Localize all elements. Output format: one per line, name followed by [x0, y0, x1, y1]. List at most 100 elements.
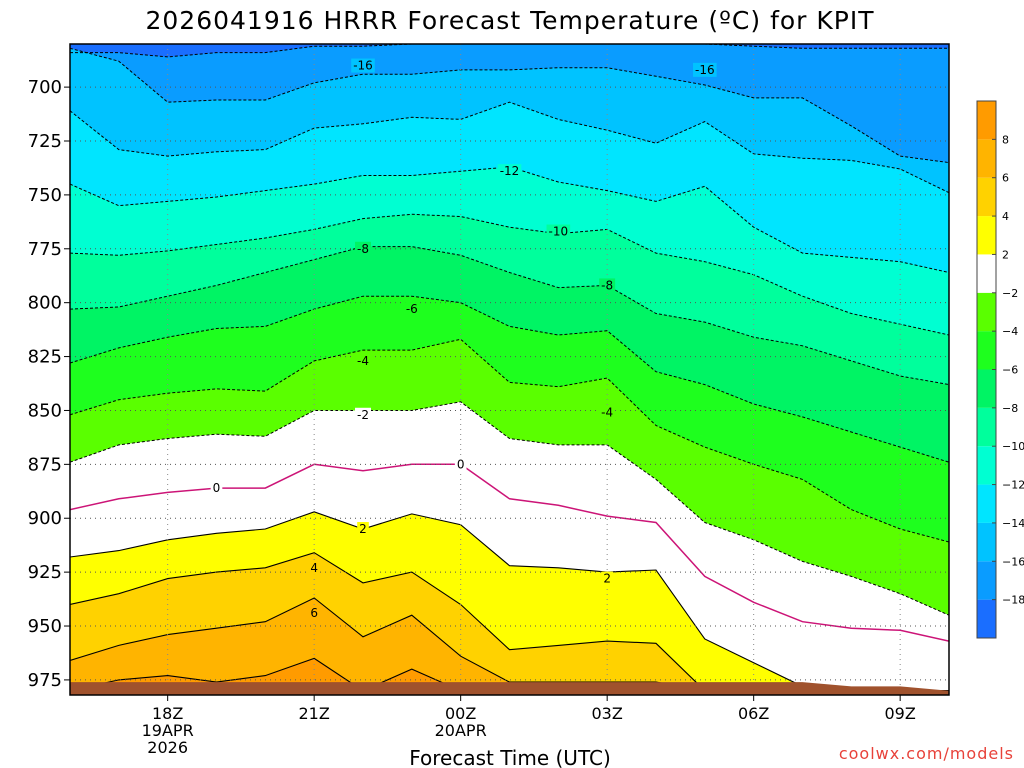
y-tick-label: 800 [28, 293, 62, 314]
contour-label-bg [355, 407, 371, 422]
colorbar-label: −8 [1002, 402, 1018, 415]
colorbar-label: −6 [1002, 364, 1018, 377]
temperature-fill-bands [70, 44, 949, 695]
colorbar-label: −12 [1002, 479, 1024, 492]
colorbar-swatch [977, 369, 996, 408]
contour-label-bg [403, 302, 420, 317]
y-tick-label: 900 [28, 508, 62, 529]
contour-label-m16: -16 [695, 63, 715, 77]
contour-label-m10: -10 [549, 225, 569, 239]
isotherm-m14 [70, 101, 949, 194]
contour-label-bg [693, 62, 717, 77]
colorbar-label: −18 [1002, 594, 1024, 607]
colorbar-label: 8 [1002, 133, 1009, 146]
colorbar-swatch [977, 407, 996, 447]
contour-label-bg [454, 457, 467, 472]
contour-label-0: 0 [457, 457, 465, 471]
colorbar-swatch [977, 216, 996, 255]
contour-label-bg [497, 164, 522, 179]
contour-label-bg [357, 522, 369, 537]
colorbar-swatch [977, 331, 996, 370]
y-axis: 700 725 750 775 800 825 850 875 900 925 950 975 [28, 77, 70, 691]
isotherm-m6 [70, 295, 949, 463]
contour-label-m4: -4 [357, 354, 369, 368]
colorbar-swatch [977, 599, 996, 638]
isotherm-m4 [70, 338, 949, 543]
y-tick-label: 725 [28, 131, 62, 152]
y-tick-label: 750 [28, 185, 62, 206]
y-tick-label: 825 [28, 347, 62, 368]
isotherm-m2 [70, 401, 949, 616]
colorbar-label: −4 [1002, 325, 1018, 338]
credit-text[interactable]: coolwx.com/models [839, 744, 1014, 763]
contour-label-bg [308, 606, 320, 621]
plot-area: -16 -16 -12 -10 -8 -8 -6 -4 -4 -2 0 0 2 2 4 6 [70, 44, 949, 695]
colorbar-label: −10 [1002, 440, 1024, 453]
contour-label-m12: -12 [500, 164, 520, 178]
contour-label-bg [546, 224, 571, 239]
contour-label-bg [599, 278, 616, 293]
contour-label-m8: -8 [357, 242, 369, 256]
contour-labels: -16 -16 -12 -10 -8 -8 -6 -4 -4 -2 0 0 2 2 4 6 [210, 58, 717, 621]
contour-label-m16: -16 [353, 59, 373, 73]
contour-label-m6: -6 [406, 302, 418, 316]
y-tick-label: 950 [28, 616, 62, 637]
x-tick-label: 00Z [445, 704, 476, 723]
contour-label-2: 2 [603, 572, 611, 586]
y-tick-label: 925 [28, 562, 62, 583]
y-tick-label: 700 [28, 77, 62, 98]
y-tick-label: 975 [28, 670, 62, 691]
colorbar-label: 2 [1002, 248, 1009, 261]
contour-label-6: 6 [310, 606, 318, 620]
grid-lines [70, 44, 949, 695]
colorbar-label: −2 [1002, 287, 1018, 300]
colorbar-swatch [977, 561, 996, 600]
colorbar-swatch [977, 484, 996, 523]
colorbar-swatch [977, 522, 996, 562]
x-tick-label: 18Z [152, 704, 183, 723]
contour-label-bg [210, 481, 223, 496]
colorbar-swatch [977, 292, 996, 332]
contour-label-bg [351, 58, 375, 73]
contour-label-bg [308, 560, 320, 575]
contour-label-m2: -2 [357, 408, 369, 422]
contour-label-m4: -4 [601, 406, 613, 420]
colorbar-swatch [977, 446, 996, 485]
x-tick-label: 20APR [435, 721, 487, 740]
y-tick-label: 775 [28, 239, 62, 260]
x-tick-label: 21Z [299, 704, 330, 723]
chart-title: 2026041916 HRRR Forecast Temperature (ºC… [145, 6, 874, 35]
ground-layer [70, 682, 949, 695]
plot-frame [69, 43, 950, 696]
contour-label-m8: -8 [601, 278, 613, 292]
contour-label-2: 2 [359, 522, 367, 536]
colorbar-label: −14 [1002, 517, 1024, 530]
x-axis-label: Forecast Time (UTC) [409, 746, 611, 768]
colorbar-label: −16 [1002, 555, 1024, 568]
ground-fill [70, 682, 949, 695]
x-tick-label: 03Z [592, 704, 623, 723]
isotherm-m16 [70, 47, 949, 164]
colorbar-swatch [977, 139, 996, 178]
colorbar-label: 6 [1002, 172, 1009, 185]
colorbar-swatch [977, 254, 996, 293]
colorbar-swatch [977, 101, 996, 140]
x-tick-label: 19APR [142, 721, 194, 740]
color-scale-legend: 8 6 4 2 −2 −4 −6 −8 −10 −12 −14 −16 −18 [976, 100, 1024, 639]
contour-label-bg [355, 353, 371, 368]
x-tick-label: 2026 [147, 738, 188, 757]
contour-label-0: 0 [213, 481, 221, 495]
isotherm-m8 [70, 246, 949, 386]
x-tick-label: 09Z [885, 704, 916, 723]
isotherm-m18 [70, 44, 949, 58]
colorbar-label: 4 [1002, 210, 1009, 223]
contour-label-bg [355, 241, 371, 256]
contour-label-bg [599, 405, 616, 420]
contour-label-4: 4 [310, 561, 318, 575]
isotherm-m10 [70, 213, 949, 336]
y-tick-label: 850 [28, 400, 62, 421]
contour-label-bg [601, 571, 613, 586]
colorbar-swatch [977, 177, 996, 217]
y-tick-label: 875 [28, 454, 62, 475]
